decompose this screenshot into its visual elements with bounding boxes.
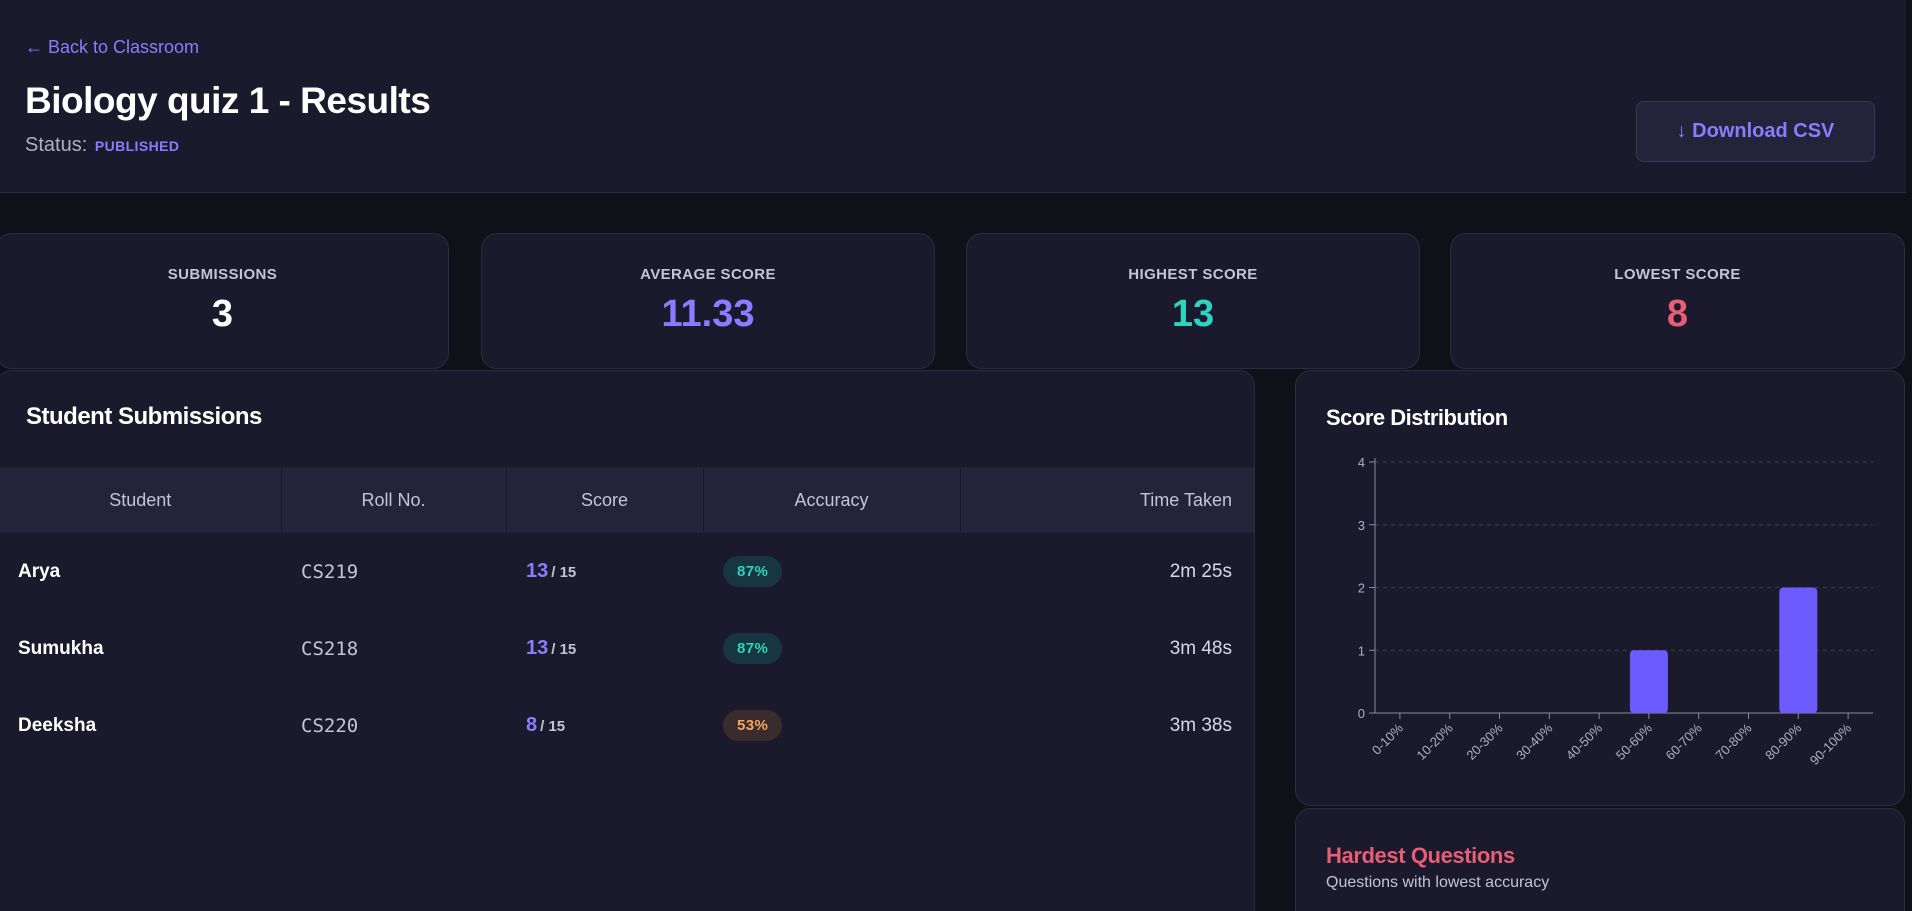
status-label: Status: xyxy=(25,134,88,156)
accuracy-cell: 53% xyxy=(703,687,960,764)
stat-value: 8 xyxy=(1666,293,1689,335)
score-value: 13 xyxy=(526,637,549,659)
score-value: 8 xyxy=(526,714,538,736)
score-total: / 15 xyxy=(540,718,566,735)
back-to-classroom-link[interactable]: ← Back to Classroom xyxy=(25,37,200,57)
score-cell: 13/ 15 xyxy=(506,533,703,610)
accuracy-badge: 53% xyxy=(723,710,783,741)
roll-number: CS220 xyxy=(301,714,359,737)
x-tick-label: 0-10% xyxy=(1369,720,1406,757)
y-tick-label: 0 xyxy=(1358,706,1365,721)
x-tick-label: 60-70% xyxy=(1663,720,1706,763)
status-badge: PUBLISHED xyxy=(94,138,180,154)
bar-80-90% xyxy=(1779,587,1818,713)
page-title: Biology quiz 1 - Results xyxy=(25,80,431,121)
x-tick-label: 30-40% xyxy=(1513,720,1556,763)
accuracy-badge: 87% xyxy=(723,633,783,664)
x-tick-label: 50-60% xyxy=(1613,720,1656,763)
y-tick-label: 3 xyxy=(1358,518,1365,533)
stat-card-average-score: AVERAGE SCORE 11.33 xyxy=(481,233,935,369)
page-header: ← Back to Classroom Biology quiz 1 - Res… xyxy=(0,0,1906,193)
stat-label: LOWEST SCORE xyxy=(1614,266,1741,283)
x-tick-label: 80-90% xyxy=(1762,720,1805,763)
y-tick-label: 1 xyxy=(1358,643,1365,658)
submissions-title: Student Submissions xyxy=(26,403,262,430)
column-header-roll[interactable]: Roll No. xyxy=(281,467,507,533)
table-row[interactable]: Sumukha CS218 13/ 15 87% 3m 48s xyxy=(0,610,1254,687)
y-tick-label: 2 xyxy=(1358,581,1365,596)
download-csv-button[interactable]: ↓ Download CSV xyxy=(1636,101,1875,162)
column-header-student[interactable]: Student xyxy=(0,467,282,533)
x-tick-label: 90-100% xyxy=(1807,720,1855,768)
hardest-questions-panel xyxy=(1295,808,1905,911)
table-header-row: Student Roll No. Score Accuracy Time Tak… xyxy=(0,467,1254,533)
student-name: Sumukha xyxy=(18,637,104,659)
score-value: 13 xyxy=(526,560,549,582)
score-distribution-chart: 0 1 2 3 4 0-10% 10-20% 20-30% 30-40% 40-50% 50-60%… xyxy=(1358,455,1873,768)
roll-number: CS219 xyxy=(301,560,359,583)
column-header-accuracy[interactable]: Accuracy xyxy=(703,467,961,533)
score-total: / 15 xyxy=(551,641,577,658)
time-taken: 3m 38s xyxy=(1169,714,1232,736)
column-header-score[interactable]: Score xyxy=(506,467,704,533)
student-name: Arya xyxy=(18,560,61,582)
stat-card-highest-score: HIGHEST SCORE 13 xyxy=(966,233,1420,369)
stat-value: 3 xyxy=(211,293,234,335)
stat-label: AVERAGE SCORE xyxy=(640,266,776,283)
submissions-table: Student Roll No. Score Accuracy Time Tak… xyxy=(0,467,1254,764)
x-tick-label: 10-20% xyxy=(1414,720,1457,763)
score-cell: 8/ 15 xyxy=(506,687,703,764)
stat-card-lowest-score: LOWEST SCORE 8 xyxy=(1450,233,1905,369)
y-tick-label: 4 xyxy=(1358,455,1365,470)
x-tick-label: 70-80% xyxy=(1712,720,1755,763)
score-distribution-title: Score Distribution xyxy=(1326,405,1508,430)
time-taken: 3m 48s xyxy=(1169,637,1232,659)
stat-label: HIGHEST SCORE xyxy=(1128,266,1258,283)
score-total: / 15 xyxy=(551,564,577,581)
student-name: Deeksha xyxy=(18,714,97,736)
hardest-questions-title: Hardest Questions xyxy=(1326,843,1515,868)
score-cell: 13/ 15 xyxy=(506,610,703,687)
x-tick-label: 20-30% xyxy=(1463,720,1506,763)
stat-value: 13 xyxy=(1171,293,1215,335)
stat-label: SUBMISSIONS xyxy=(167,266,278,283)
stat-value: 11.33 xyxy=(661,293,755,335)
bar-50-60% xyxy=(1629,650,1668,713)
table-row[interactable]: Arya CS219 13/ 15 87% 2m 25s xyxy=(0,533,1254,610)
accuracy-cell: 87% xyxy=(703,610,960,687)
hardest-questions-subtitle: Questions with lowest accuracy xyxy=(1326,874,1550,891)
time-taken: 2m 25s xyxy=(1169,560,1232,582)
column-header-time[interactable]: Time Taken xyxy=(960,467,1254,533)
table-row[interactable]: Deeksha CS220 8/ 15 53% 3m 38s xyxy=(0,687,1254,764)
roll-number: CS218 xyxy=(301,637,359,660)
status-line: Status: PUBLISHED xyxy=(25,134,179,157)
stat-card-submissions: SUBMISSIONS 3 xyxy=(0,233,449,369)
x-tick-label: 40-50% xyxy=(1563,720,1606,763)
accuracy-badge: 87% xyxy=(723,556,783,587)
accuracy-cell: 87% xyxy=(703,533,960,610)
submissions-panel xyxy=(0,370,1255,911)
